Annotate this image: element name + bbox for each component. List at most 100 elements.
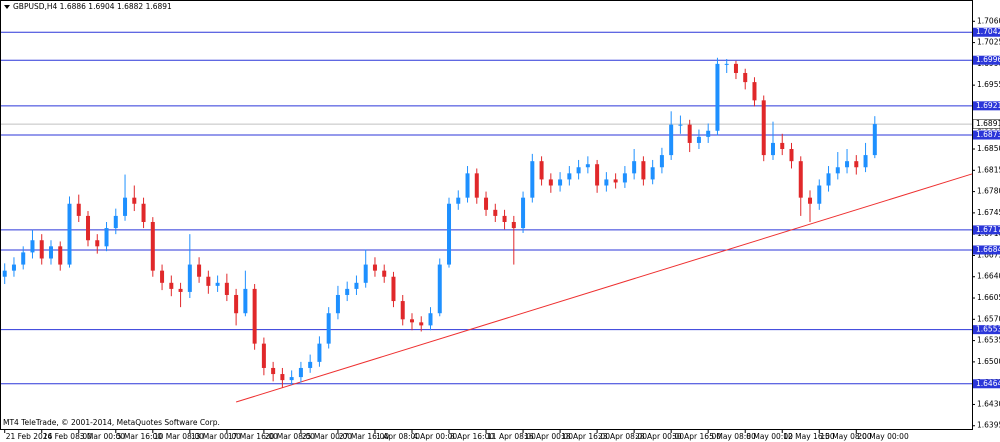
candle-body [317,343,322,362]
candle-body [326,313,331,344]
candle-body [502,215,507,222]
level-label: 1.6464 [976,379,1000,388]
x-tick-label: 20 Mar 08:00 [265,432,315,441]
x-tick-label: 5 Mar 16:00 [117,432,163,441]
level-label-box [973,55,1000,65]
candle-body [308,361,313,368]
level-label-box [973,225,1000,235]
candle-body [696,136,701,143]
candle-body [354,282,359,289]
candle-body [780,142,785,150]
level-label: 1.6553 [976,325,1000,334]
y-tick-label: 1.7025 [977,38,1000,47]
candle-body [363,264,368,283]
candle-body [391,276,396,302]
x-tick-label: 16 Apr 00:00 [524,432,573,441]
x-tick-label: 8 Apr 16:00 [450,432,494,441]
candle-body [659,155,664,168]
level-label-box [973,379,1000,389]
x-tick-label: 18 Apr 16:00 [561,432,610,441]
candle-body [178,288,183,292]
x-tick-label: 27 Mar 16:00 [339,432,389,441]
candle-body [548,179,553,186]
level-label-box [973,27,1000,37]
candle-body [817,185,822,204]
x-tick-label: 1 Apr 08:00 [376,432,420,441]
candle-body [289,377,294,381]
y-tick-label: 1.6745 [977,208,1000,217]
level-label: 1.7042 [976,27,1000,36]
candle-body [530,161,535,198]
candle-body [761,100,766,156]
y-tick-label: 1.6815 [977,165,1000,174]
candle-body [132,197,137,204]
candle-body [150,221,155,271]
candle-body [733,63,738,73]
candle-body [447,203,452,265]
level-label: 1.6684 [976,245,1000,254]
candle-body [826,173,831,186]
candle-body [298,367,303,378]
candle-body [400,301,405,320]
candle-body [808,197,813,204]
candle-body [104,228,109,247]
candle-body [678,124,683,126]
candle-body [21,252,26,265]
candle-body [261,343,266,368]
level-label: 1.6921 [976,101,1000,110]
candle-body [409,319,414,323]
candle-body [558,179,563,186]
candle-body [743,72,748,83]
y-tick-label: 1.6850 [977,144,1000,153]
candle-body [835,167,840,174]
x-tick-label: 15 May 08:00 [820,432,872,441]
y-tick-label: 1.7060 [977,16,1000,25]
x-tick-label: 3 Mar 00:00 [80,432,126,441]
candle-body [187,264,192,292]
y-tick-label: 1.6605 [977,293,1000,302]
y-tick-label: 1.6395 [977,421,1000,430]
candle-body [437,264,442,314]
candle-body [493,209,498,216]
candle-body [872,124,877,156]
candle-body [863,155,868,168]
x-tick-label: 23 Apr 08:00 [598,432,647,441]
y-tick-label: 1.6430 [977,399,1000,408]
candle-body [567,173,572,180]
y-tick-label: 1.6675 [977,250,1000,259]
candle-body [845,161,850,168]
candle-body [197,264,202,277]
candle-body [613,179,618,183]
candle-body [632,161,637,174]
candle-body [706,130,711,137]
candle-body [752,82,757,101]
candle-body [58,246,63,265]
candle-body [372,264,377,271]
candle-body [854,161,859,168]
candle-body [160,270,165,283]
candle-body [687,124,692,143]
candle-body [234,294,239,314]
level-label: 1.6873 [976,130,1000,139]
candle-body [76,203,81,216]
level-label-box [973,130,1000,140]
candle-body [335,294,340,314]
menu-arrow [4,5,10,9]
y-tick-label: 1.6500 [977,357,1000,366]
x-tick-label: 13 Mar 00:00 [191,432,241,441]
y-tick-label: 1.6640 [977,272,1000,281]
candle-body [650,167,655,180]
footer: MT4 TeleTrade, © 2001-2014, MetaQuotes S… [3,418,220,427]
candle-body [465,173,470,198]
candle-body [67,203,72,265]
x-tick-label: 4 Apr 00:00 [413,432,457,441]
x-tick-label: 20 May 00:00 [857,432,909,441]
candle-body [789,149,794,162]
candle-body [770,142,775,156]
x-tick-label: 12 May 16:00 [783,432,835,441]
chart-title: GBPUSD,H4 1.6886 1.6904 1.6882 1.6891 [13,2,172,11]
candle-body [169,282,174,289]
current-price-label: 1.6891 [976,119,1000,128]
level-label-box [973,101,1000,111]
